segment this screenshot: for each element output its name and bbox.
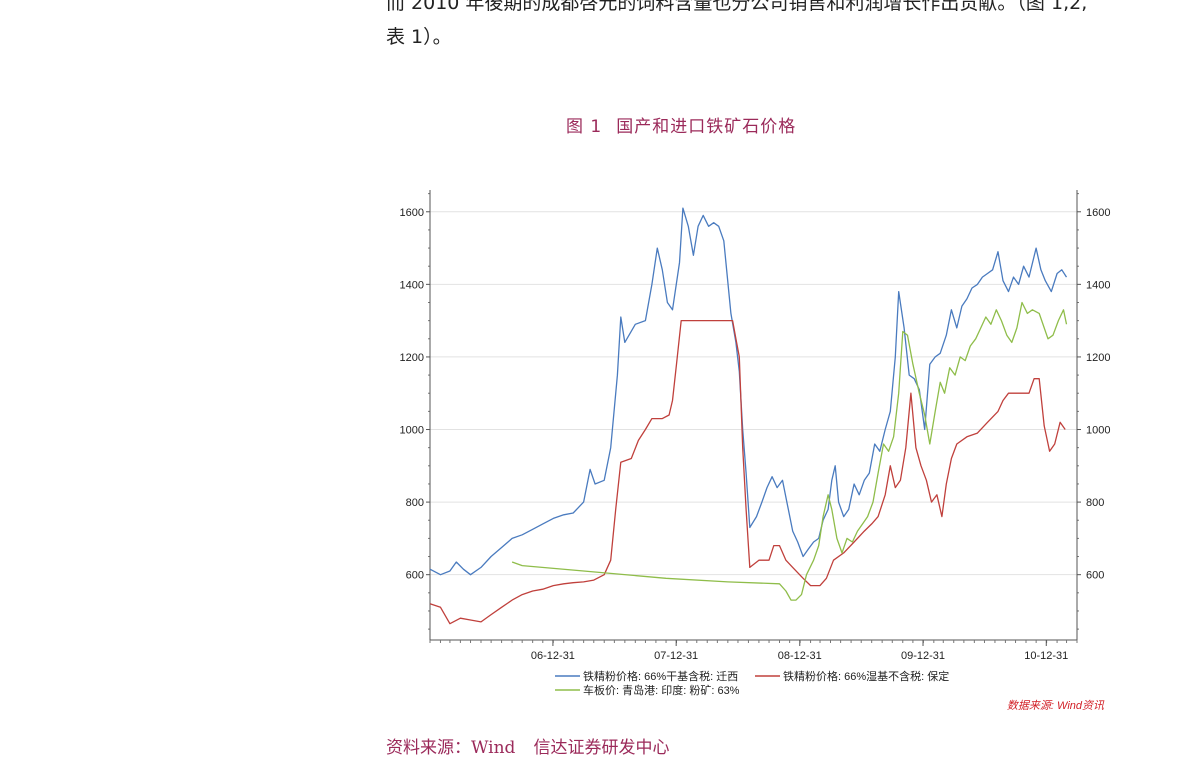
paragraph-line: 而 2010 年後期的成都啓元的饲料含量也分公司销售和利润增长作出贡献。（图 1…	[386, 0, 1088, 14]
figure-title: 图 1 国产和进口铁矿石价格	[566, 112, 810, 137]
series-line	[511, 301, 1068, 601]
legend-label: 铁精粉价格: 66%干基含税: 迁西	[583, 669, 738, 683]
y-tick-label-left: 600	[406, 570, 424, 582]
y-tick-label-right: 1200	[1086, 352, 1110, 364]
y-tick-label-right: 600	[1086, 570, 1104, 582]
y-tick-label-right: 1400	[1086, 279, 1110, 291]
y-tick-label-right: 1000	[1086, 425, 1110, 437]
x-tick-label: 07-12-31	[654, 650, 698, 662]
source-org: 信达证券研发中心	[533, 738, 670, 758]
y-tick-label-right: 1600	[1086, 207, 1110, 219]
y-tick-label-left: 800	[406, 497, 424, 509]
data-source-watermark: 数据来源: Wind资讯	[1007, 699, 1105, 712]
legend-label: 铁精粉价格: 66%湿基不含税: 保定	[783, 669, 949, 683]
y-tick-label-left: 1200	[400, 352, 424, 364]
source-note: 资料来源：Wind 信达证券研发中心	[386, 733, 669, 758]
x-tick-label: 09-12-31	[901, 650, 945, 662]
series-line	[429, 207, 1068, 576]
x-tick-label: 08-12-31	[778, 650, 822, 662]
x-tick-label: 10-12-31	[1024, 650, 1068, 662]
x-tick-label: 06-12-31	[531, 650, 575, 662]
source-label: 资料来源：Wind	[386, 738, 516, 758]
figure-caption: 国产和进口铁矿石价格	[616, 117, 797, 137]
legend-label: 车板价: 青岛港: 印度: 粉矿: 63%	[583, 683, 740, 697]
y-tick-label-left: 1000	[400, 425, 424, 437]
body-paragraph: 而 2010 年後期的成都啓元的饲料含量也分公司销售和利润增长作出贡献。（图 1…	[386, 0, 1116, 54]
y-tick-label-left: 1400	[400, 279, 424, 291]
series-line	[429, 319, 1066, 625]
y-tick-label-left: 1600	[400, 207, 424, 219]
y-tick-label-right: 800	[1086, 497, 1104, 509]
figure-number: 图 1	[566, 117, 603, 137]
paragraph-line: 表 1）。	[386, 26, 452, 48]
